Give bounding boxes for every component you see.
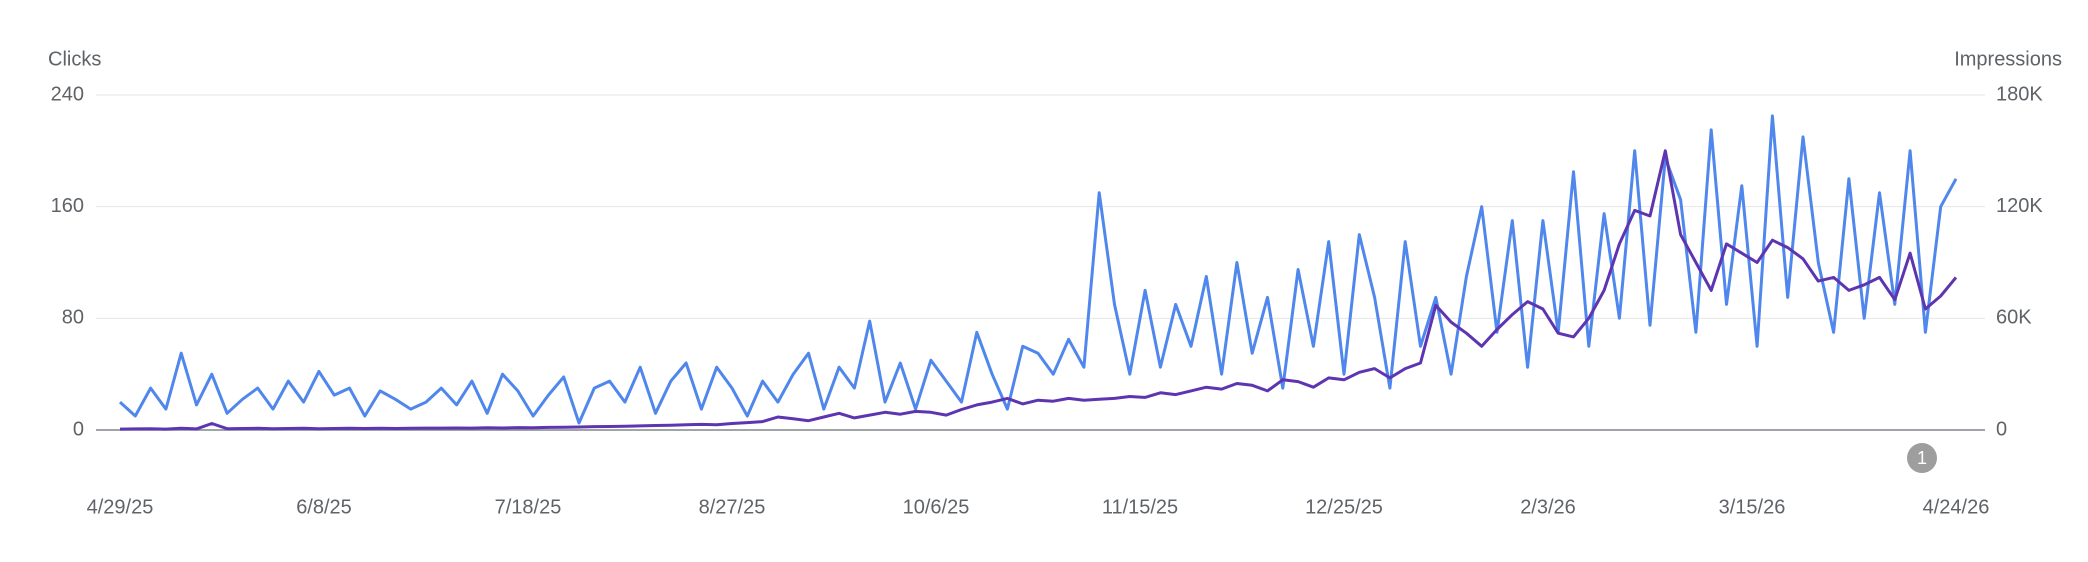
y-tick-label: 80: [62, 307, 84, 329]
y-tick-label: 160: [51, 195, 84, 217]
annotation-marker[interactable]: [1907, 443, 1937, 473]
x-tick-label: 7/18/25: [495, 496, 562, 518]
series-line: [119, 149, 1958, 431]
grid: [96, 94, 1985, 431]
x-tick-label: 11/15/25: [1102, 496, 1178, 518]
x-tick-label: 10/6/25: [903, 496, 970, 518]
y2-tick-label: 120K: [1996, 195, 2043, 217]
y2-axis-title: Impressions: [1954, 48, 2062, 70]
annotation-label[interactable]: 1: [1917, 448, 1927, 468]
y-tick-label: 240: [51, 83, 84, 105]
lines: [118, 114, 1958, 431]
x-tick-label: 4/29/25: [87, 496, 154, 518]
y2-tick-label: 0: [1996, 418, 2007, 440]
y2-tick-label: 180K: [1996, 83, 2043, 105]
x-tick-label: 12/25/25: [1305, 496, 1383, 518]
series-line: [118, 114, 1958, 425]
x-tick-label: 8/27/25: [699, 496, 766, 518]
y-tick-label: 0: [73, 418, 84, 440]
x-tick-label: 2/3/26: [1520, 496, 1576, 518]
x-tick-label: 3/15/26: [1719, 496, 1786, 518]
y2-tick-label: 60K: [1996, 307, 2032, 329]
x-tick-label: 6/8/25: [296, 496, 352, 518]
y-axis-title: Clicks: [48, 48, 101, 70]
x-tick-label: 4/24/26: [1923, 496, 1990, 518]
